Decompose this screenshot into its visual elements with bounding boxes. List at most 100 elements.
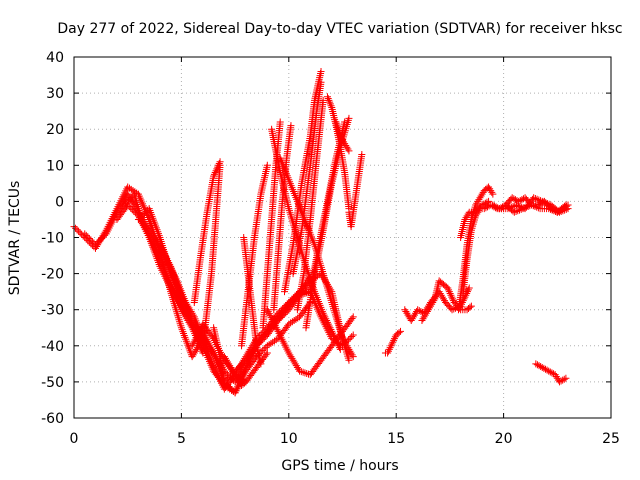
data-point-trail (148, 235, 156, 243)
data-point (117, 205, 125, 213)
data-point-trail (475, 196, 483, 204)
data-point-trail (141, 223, 149, 231)
data-point (472, 212, 480, 220)
data-point-trail (482, 204, 490, 212)
data-point-trail (421, 311, 429, 319)
data-point-trail (260, 345, 268, 353)
data-point-trail (333, 338, 341, 346)
data-point-trail (87, 236, 95, 244)
data-point-trail (422, 309, 430, 317)
data-point-trail (384, 347, 392, 355)
data-point-trail (483, 198, 491, 206)
data-point-trail (387, 342, 395, 350)
data-point-trail (385, 345, 393, 353)
data-point-trail (548, 206, 556, 214)
data-point-trail (331, 335, 339, 343)
data-point (220, 353, 228, 361)
data-point-trail (490, 202, 498, 210)
data-point-trail (342, 141, 350, 149)
data-point-trail (221, 354, 229, 362)
y-tick-label: -30 (41, 303, 64, 319)
series-track-12 (190, 158, 224, 306)
data-point-trail (223, 356, 231, 364)
data-point-trail (236, 362, 244, 370)
data-point-trail (270, 337, 278, 345)
data-point-trail (73, 226, 81, 234)
data-point (555, 378, 563, 386)
data-point (124, 190, 132, 198)
data-point (384, 349, 392, 357)
data-point-trail (326, 98, 334, 106)
data-point-trail (548, 369, 556, 377)
data-point-trail (462, 214, 470, 222)
data-point-trail (84, 233, 92, 241)
data-point-trail (142, 224, 150, 232)
data-point-trail (516, 196, 524, 204)
data-point (216, 158, 224, 166)
data-point-trail (214, 161, 222, 169)
data-point (341, 140, 349, 148)
data-point-trail (327, 102, 335, 110)
data-point-trail (438, 293, 446, 301)
data-point-trail (386, 344, 394, 352)
data-point-trail (560, 375, 568, 383)
data-point-trail (540, 364, 548, 372)
data-point (545, 367, 553, 375)
data-point (551, 371, 559, 379)
data-point-trail (326, 324, 334, 332)
data-point-trail (145, 230, 153, 238)
data-point-trail (327, 326, 335, 334)
data-point-trail (546, 205, 554, 213)
data-point-trail (486, 185, 494, 193)
data-point-trail (146, 232, 154, 240)
x-tick-label: 5 (177, 431, 186, 447)
data-point-trail (427, 302, 435, 310)
x-axis-label: GPS time / hours (281, 458, 398, 474)
data-point-trail (126, 195, 134, 203)
data-point (287, 122, 295, 130)
data-point (532, 360, 540, 368)
data-point-trail (208, 333, 216, 341)
data-point-trail (519, 195, 527, 203)
data-point (81, 230, 89, 238)
data-point-trail (543, 200, 551, 208)
data-point-trail (127, 204, 135, 212)
data-point-trail (95, 238, 103, 246)
data-point-trail (535, 362, 543, 370)
data-point-trail (492, 203, 500, 211)
data-point (231, 371, 239, 379)
data-point-trail (403, 309, 411, 317)
data-point-trail (301, 289, 309, 297)
data-point-trail (420, 313, 428, 321)
data-point-trail (189, 351, 197, 359)
data-point-trail (560, 202, 568, 210)
data-point-trail (323, 318, 331, 326)
series-track-9 (145, 234, 207, 357)
data-point (124, 183, 132, 191)
data-point-trail (181, 311, 189, 319)
data-point (472, 201, 480, 209)
data-point-trail (339, 136, 346, 144)
data-point-trail (515, 206, 523, 214)
y-tick-label: -40 (41, 339, 64, 355)
data-point-trail (542, 199, 550, 207)
series-track-11 (199, 161, 224, 350)
data-point (91, 241, 99, 249)
data-point (345, 147, 353, 155)
data-point-trail (320, 311, 328, 319)
data-point-trail (291, 360, 299, 368)
data-point-trail (428, 300, 436, 308)
data-point-trail (226, 362, 234, 370)
data-point-trail (234, 364, 242, 372)
data-point-trail (514, 207, 522, 215)
data-point-trail (541, 365, 549, 373)
data-point-trail (415, 307, 423, 315)
data-point-trail (533, 195, 541, 203)
data-point-trail (214, 163, 222, 171)
data-point-trail (546, 368, 554, 376)
data-point (336, 345, 344, 353)
data-point-trail (223, 375, 231, 383)
data-point-trail (288, 354, 296, 362)
data-point-trail (232, 372, 240, 380)
